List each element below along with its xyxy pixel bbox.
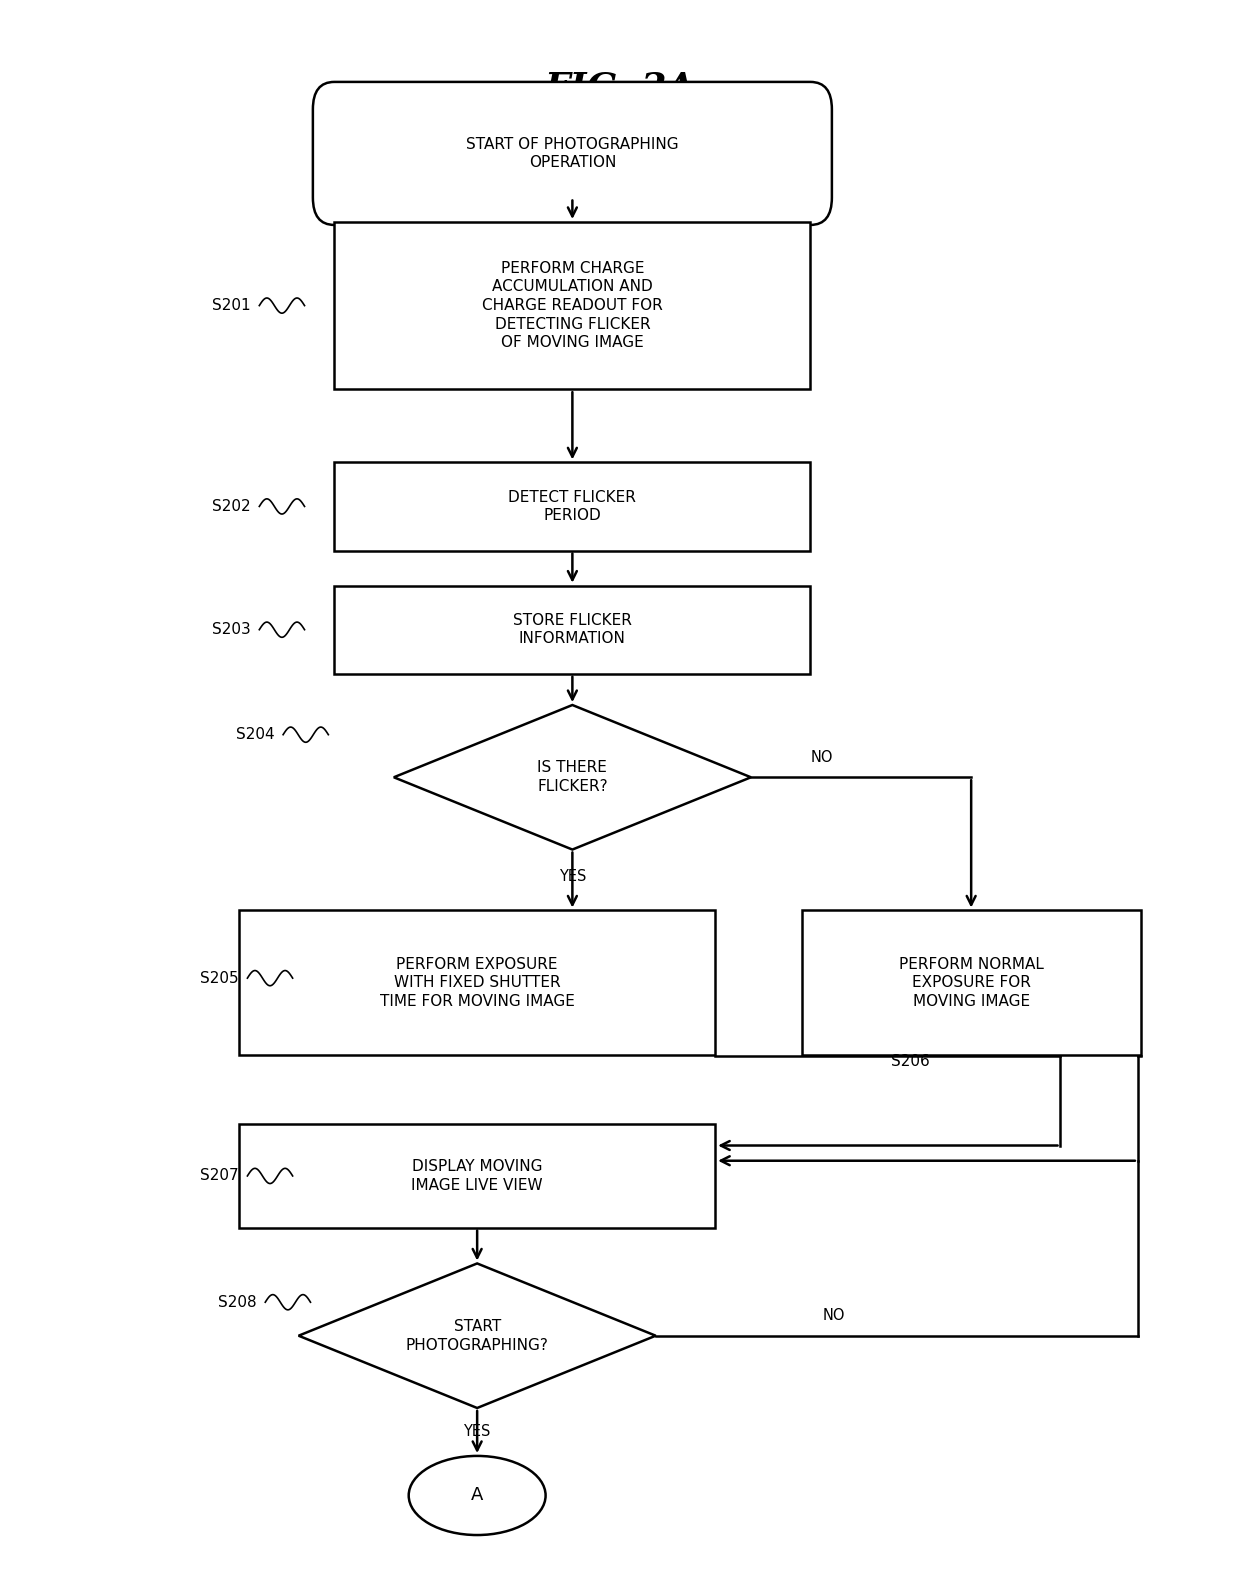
- Text: S208: S208: [218, 1295, 257, 1309]
- Text: YES: YES: [464, 1423, 491, 1439]
- Text: S203: S203: [212, 623, 250, 637]
- Bar: [335, 585, 811, 674]
- Text: S207: S207: [201, 1168, 239, 1184]
- Ellipse shape: [409, 1457, 546, 1534]
- Text: START OF PHOTOGRAPHING
OPERATION: START OF PHOTOGRAPHING OPERATION: [466, 136, 678, 170]
- Text: PERFORM NORMAL
EXPOSURE FOR
MOVING IMAGE: PERFORM NORMAL EXPOSURE FOR MOVING IMAGE: [899, 957, 1044, 1008]
- Text: NO: NO: [811, 750, 833, 766]
- Text: DISPLAY MOVING
IMAGE LIVE VIEW: DISPLAY MOVING IMAGE LIVE VIEW: [412, 1159, 543, 1194]
- Text: STORE FLICKER
INFORMATION: STORE FLICKER INFORMATION: [513, 613, 632, 647]
- Text: A: A: [471, 1487, 484, 1504]
- Text: S201: S201: [212, 298, 250, 314]
- Bar: [239, 1124, 715, 1228]
- Text: IS THERE
FLICKER?: IS THERE FLICKER?: [537, 761, 608, 794]
- FancyBboxPatch shape: [312, 82, 832, 225]
- Text: S204: S204: [236, 728, 275, 742]
- Bar: [239, 910, 715, 1056]
- Text: S205: S205: [201, 970, 239, 986]
- Text: NO: NO: [823, 1309, 846, 1323]
- Polygon shape: [394, 705, 751, 850]
- Text: START
PHOTOGRAPHING?: START PHOTOGRAPHING?: [405, 1319, 548, 1352]
- Text: FIG. 2A: FIG. 2A: [544, 71, 696, 105]
- Bar: [801, 910, 1141, 1056]
- Text: YES: YES: [559, 869, 587, 884]
- Text: PERFORM EXPOSURE
WITH FIXED SHUTTER
TIME FOR MOVING IMAGE: PERFORM EXPOSURE WITH FIXED SHUTTER TIME…: [379, 957, 574, 1008]
- Text: S206: S206: [892, 1054, 930, 1070]
- Text: PERFORM CHARGE
ACCUMULATION AND
CHARGE READOUT FOR
DETECTING FLICKER
OF MOVING I: PERFORM CHARGE ACCUMULATION AND CHARGE R…: [482, 262, 662, 350]
- Bar: [335, 463, 811, 550]
- Polygon shape: [299, 1263, 656, 1407]
- Bar: [335, 222, 811, 390]
- Text: S202: S202: [212, 499, 250, 514]
- Text: DETECT FLICKER
PERIOD: DETECT FLICKER PERIOD: [508, 490, 636, 523]
